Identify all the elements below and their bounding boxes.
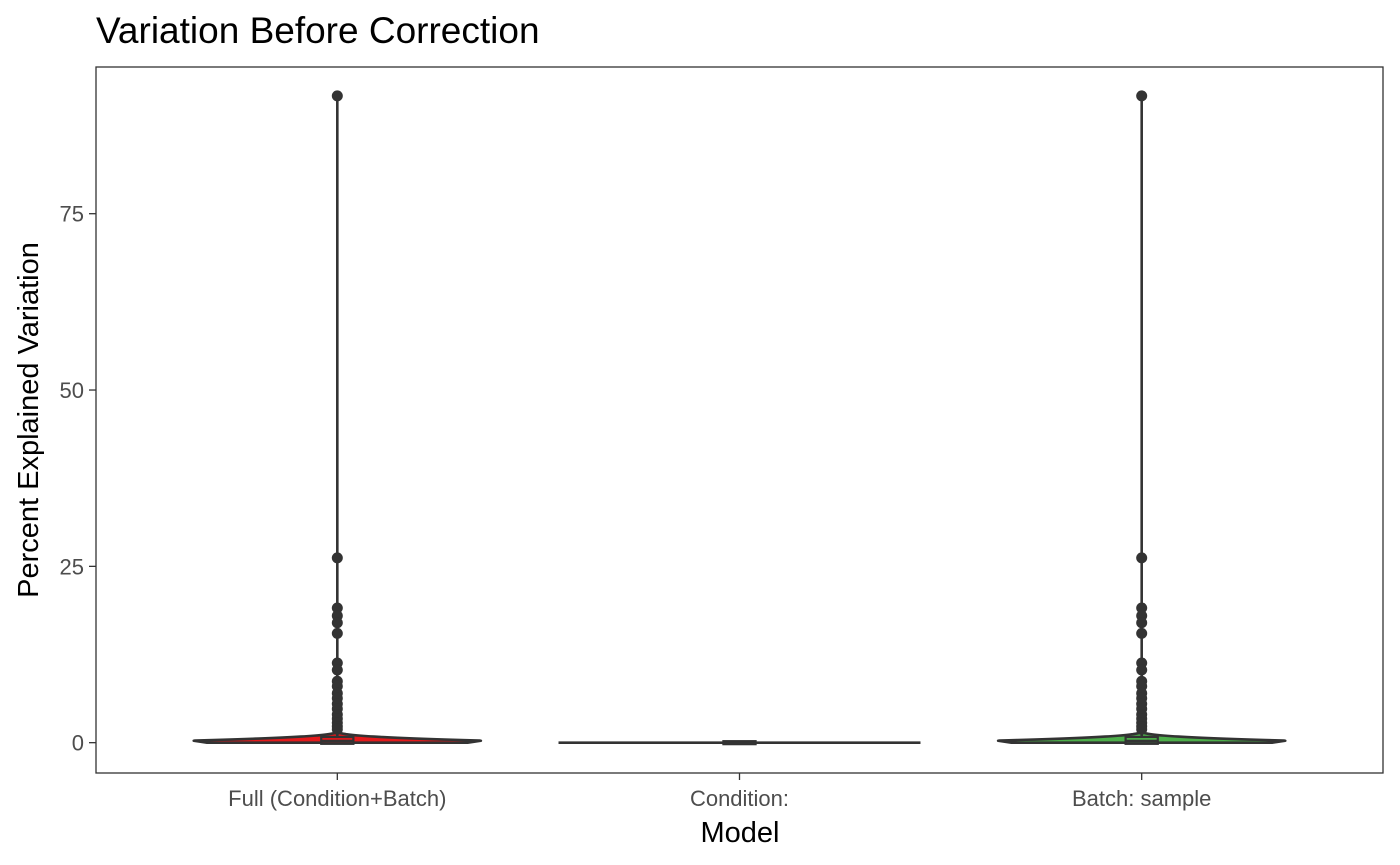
outlier-point xyxy=(1136,602,1148,614)
y-tick-label: 50 xyxy=(60,378,84,403)
y-tick-label: 25 xyxy=(60,554,84,579)
outlier-point xyxy=(331,664,343,676)
x-tick-label: Batch: sample xyxy=(1072,786,1211,811)
violin-group xyxy=(558,740,921,746)
x-axis-title: Model xyxy=(701,817,780,849)
outlier-point xyxy=(1136,617,1148,629)
axes: 0 25 50 75 Full (Condition+Batch) Condition: B… xyxy=(60,202,1212,811)
outlier-point xyxy=(331,627,343,639)
outlier-point xyxy=(331,617,343,629)
chart-title: Variation Before Correction xyxy=(96,10,540,51)
outlier-point xyxy=(331,723,343,735)
outlier-point xyxy=(1136,627,1148,639)
y-axis-title: Percent Explained Variation xyxy=(13,242,45,598)
outlier-point xyxy=(1136,552,1148,564)
y-tick-label: 75 xyxy=(60,202,84,227)
outlier-point xyxy=(331,90,343,102)
violin-group xyxy=(996,90,1287,745)
outlier-point xyxy=(1136,664,1148,676)
x-tick-label: Condition: xyxy=(690,786,789,811)
plot-area xyxy=(192,90,1287,746)
x-tick-label: Full (Condition+Batch) xyxy=(228,786,446,811)
outlier-point xyxy=(1136,90,1148,102)
violin-group xyxy=(192,90,483,745)
outlier-point xyxy=(1136,723,1148,735)
outlier-point xyxy=(331,552,343,564)
outlier-point xyxy=(331,602,343,614)
panel-border xyxy=(95,66,1384,774)
y-tick-label: 0 xyxy=(72,731,84,756)
